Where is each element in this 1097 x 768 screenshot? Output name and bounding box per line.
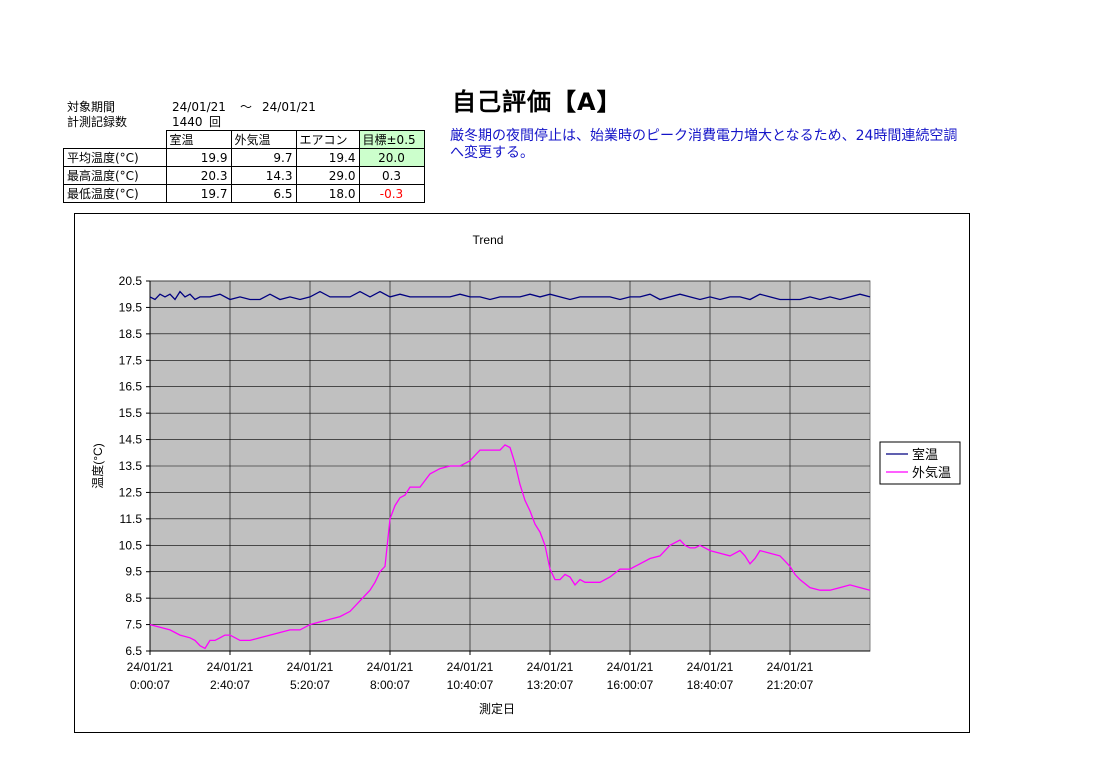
- y-tick-label: 8.5: [125, 591, 142, 605]
- y-tick-label: 14.5: [119, 433, 143, 447]
- y-tick-label: 17.5: [119, 353, 143, 367]
- x-tick-label: 24/01/21: [447, 660, 494, 674]
- x-tick-label: 21:20:07: [767, 678, 814, 692]
- y-tick-label: 18.5: [119, 327, 143, 341]
- cell-aircon: 29.0: [295, 166, 360, 185]
- period-separator: ～: [240, 100, 253, 114]
- row-label: 最低温度(°C): [63, 184, 167, 203]
- col-aircon: エアコン: [295, 130, 360, 149]
- cell-room: 19.9: [165, 148, 232, 167]
- stats-table: 室温 外気温 エアコン 目標±0.5 平均温度(°C) 19.9 9.7 19.…: [63, 130, 425, 203]
- y-tick-label: 6.5: [125, 644, 142, 658]
- col-room: 室温: [165, 130, 232, 149]
- series-line-0: [149, 290, 871, 301]
- x-tick-label: 24/01/21: [767, 660, 814, 674]
- x-tick-label: 18:40:07: [687, 678, 734, 692]
- y-tick-label: 10.5: [119, 538, 143, 552]
- cell-room: 20.3: [165, 166, 232, 185]
- cell-outside: 9.7: [230, 148, 297, 167]
- x-tick-label: 16:00:07: [607, 678, 654, 692]
- period-from: 24/01/21: [172, 100, 226, 114]
- x-tick-label: 24/01/21: [687, 660, 734, 674]
- y-tick-label: 13.5: [119, 459, 143, 473]
- row-label: 平均温度(°C): [63, 148, 167, 167]
- legend-box: [879, 441, 961, 485]
- y-axis-label: 温度(°C): [90, 443, 105, 488]
- evaluation-comment: 厳冬期の夜間停止は、始業時のピーク消費電力増大となるため、24時間連続空調へ変更…: [450, 128, 958, 161]
- x-axis-label: 測定日: [479, 701, 515, 716]
- x-tick-label: 13:20:07: [527, 678, 574, 692]
- y-tick-label: 20.5: [119, 274, 143, 288]
- period-label: 対象期間: [67, 100, 116, 114]
- stats-header-row: 室温 外気温 エアコン 目標±0.5: [63, 130, 425, 149]
- evaluation-title: 自己評価【A】: [452, 88, 622, 116]
- x-tick-label: 2:40:07: [210, 678, 250, 692]
- col-target: 目標±0.5: [358, 130, 425, 149]
- x-tick-label: 24/01/21: [367, 660, 414, 674]
- stats-row-min: 最低温度(°C) 19.7 6.5 18.0 -0.3: [63, 184, 425, 203]
- records-value: 1440: [172, 115, 203, 129]
- records-label: 計測記録数: [67, 115, 128, 129]
- cell-aircon: 19.4: [295, 148, 360, 167]
- x-tick-label: 24/01/21: [287, 660, 334, 674]
- cell-outside: 6.5: [230, 184, 297, 203]
- x-tick-label: 10:40:07: [447, 678, 494, 692]
- y-tick-label: 19.5: [119, 300, 143, 314]
- cell-aircon: 18.0: [295, 184, 360, 203]
- x-tick-label: 24/01/21: [207, 660, 254, 674]
- x-tick-label: 5:20:07: [290, 678, 330, 692]
- y-tick-label: 9.5: [125, 565, 142, 579]
- y-tick-label: 15.5: [119, 406, 143, 420]
- cell-room: 19.7: [165, 184, 232, 203]
- x-tick-label: 24/01/21: [127, 660, 174, 674]
- x-tick-label: 24/01/21: [607, 660, 654, 674]
- stats-row-max: 最高温度(°C) 20.3 14.3 29.0 0.3: [63, 166, 425, 185]
- cell-outside: 14.3: [230, 166, 297, 185]
- y-tick-label: 11.5: [120, 512, 143, 526]
- trend-chart: Trend 6.5 7.5 8.5 9.5 10.5 11.5 12.5 13.5 14.5 15.…: [90, 233, 961, 716]
- y-tick-label: 16.5: [119, 380, 143, 394]
- legend-label: 外気温: [912, 465, 951, 480]
- cell-target: 0.3: [358, 166, 425, 185]
- col-outside: 外気温: [230, 130, 297, 149]
- x-tick-label: 8:00:07: [370, 678, 410, 692]
- legend-label: 室温: [912, 447, 938, 462]
- y-tick-label: 7.5: [125, 618, 142, 632]
- x-tick-label: 24/01/21: [527, 660, 574, 674]
- y-tick-label: 12.5: [119, 485, 143, 499]
- cell-target: 20.0: [358, 148, 425, 167]
- period-to: 24/01/21: [262, 100, 316, 114]
- cell-target-negative: -0.3: [358, 184, 425, 203]
- stats-row-avg: 平均温度(°C) 19.9 9.7 19.4 20.0: [63, 148, 425, 167]
- records-unit: 回: [209, 115, 222, 129]
- chart-frame: Trend 6.5 7.5 8.5 9.5 10.5 11.5 12.5 13.5 14.5 15.…: [74, 213, 970, 733]
- row-label: 最高温度(°C): [63, 166, 167, 185]
- series-line-1: [149, 444, 871, 650]
- x-tick-label: 0:00:07: [130, 678, 170, 692]
- stats-header-blank: [63, 130, 166, 149]
- chart-title: Trend: [473, 233, 504, 247]
